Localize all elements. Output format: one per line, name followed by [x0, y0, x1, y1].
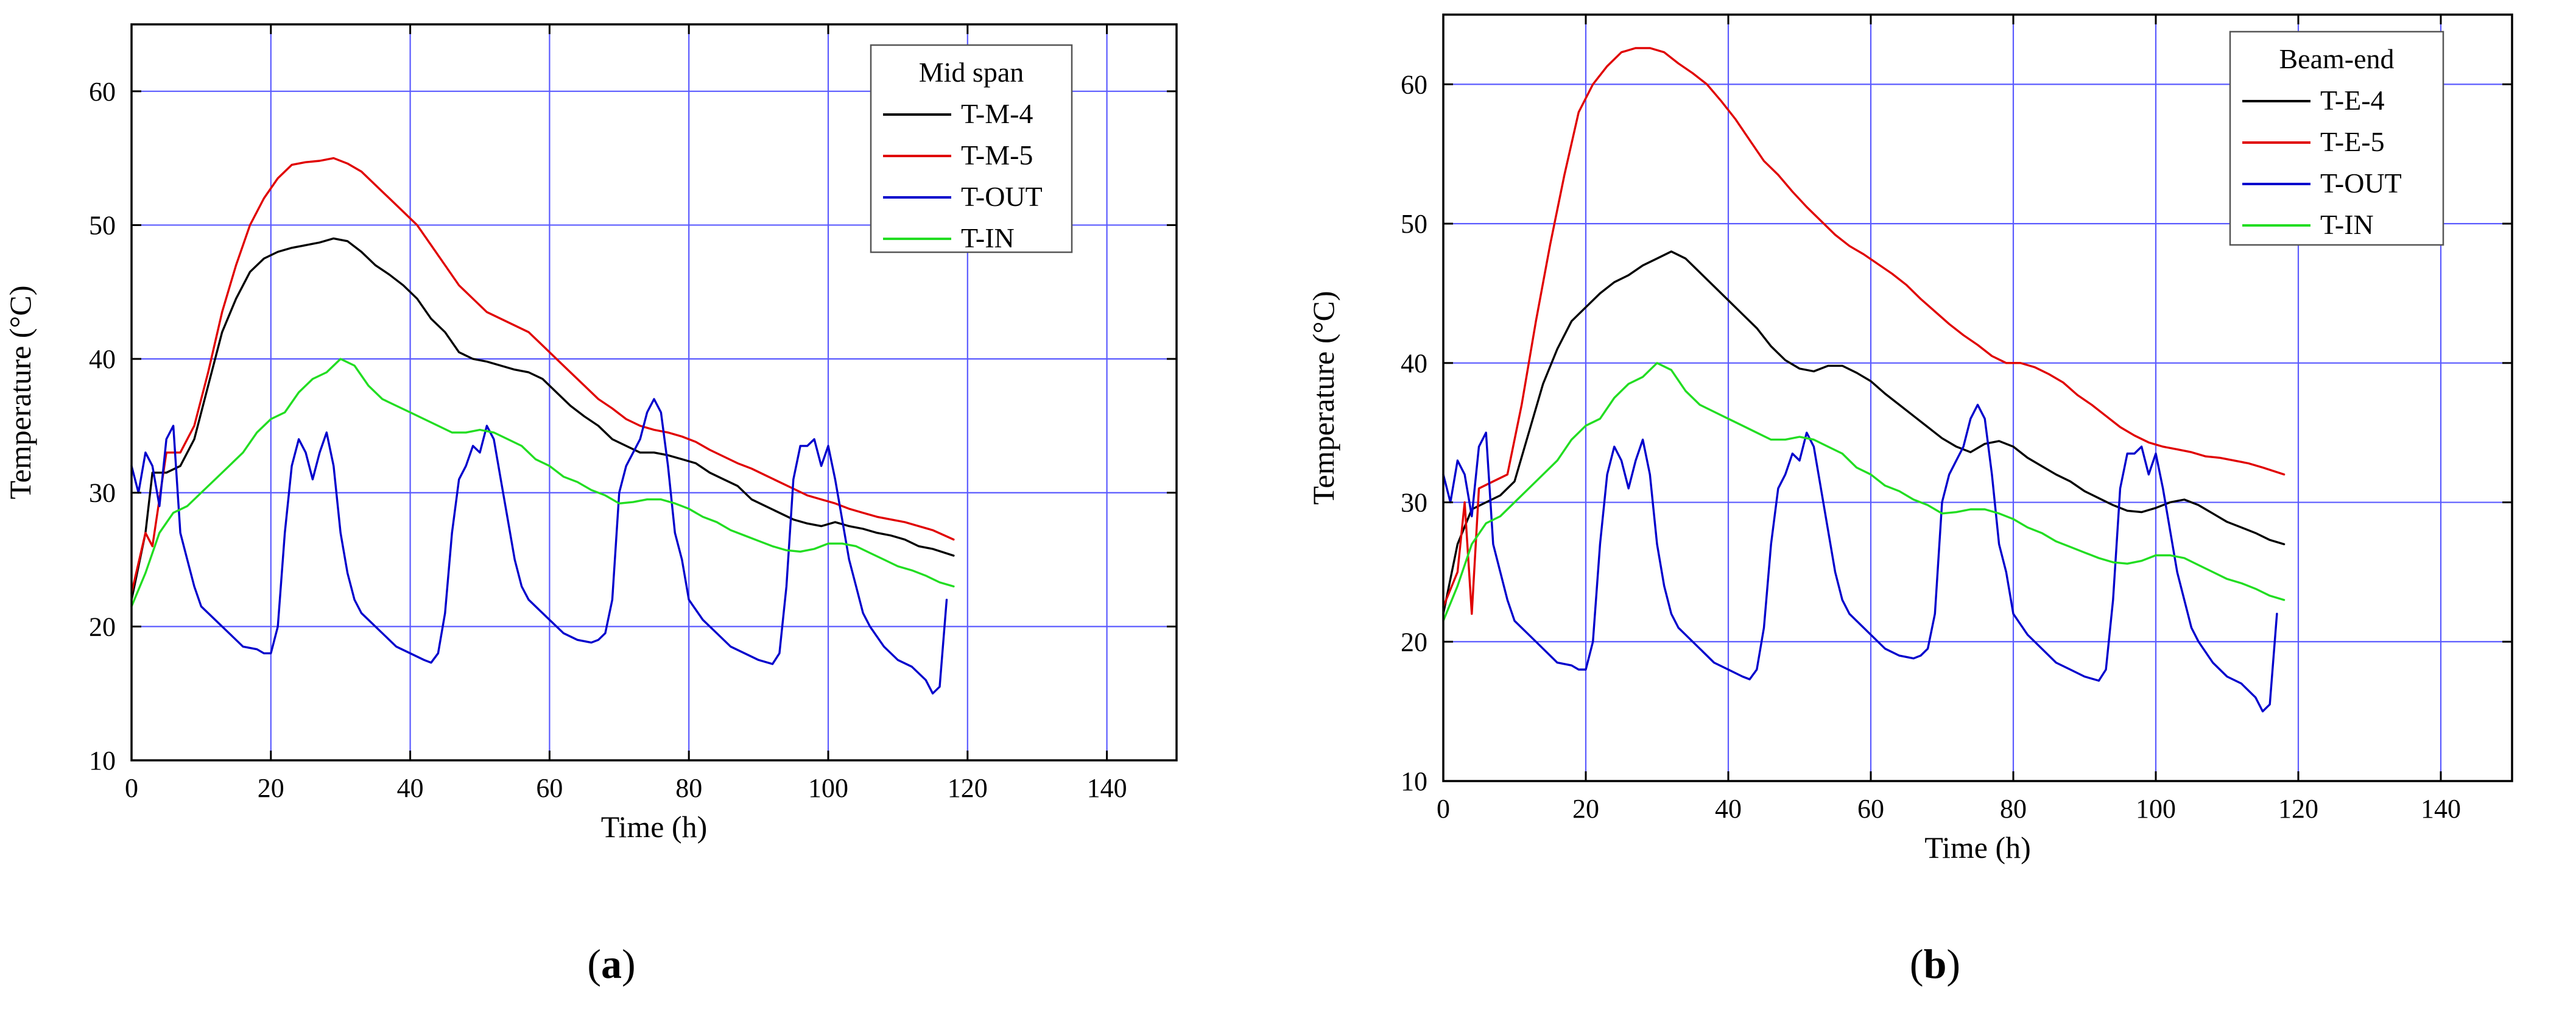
- y-tick-label: 40: [89, 344, 116, 374]
- legend-entry-label: T-IN: [961, 222, 1015, 253]
- legend-entry-label: T-OUT: [2320, 168, 2402, 199]
- legend-a: Mid span T-M-4 T-M-5 T-OUT T-IN: [870, 44, 1073, 253]
- legend-entry-label: T-M-4: [961, 98, 1033, 129]
- series-line-t-m-4: [130, 237, 955, 601]
- x-tick-label: 60: [536, 773, 563, 803]
- panel-b: 0 20 40 60 80 100 120 140 10 20 30 40 50 60 Time (h) Te…: [1306, 13, 2513, 987]
- legend-entry-label: T-E-4: [2320, 85, 2385, 116]
- legend-title: Beam-end: [2279, 43, 2394, 74]
- y-tick-label: 30: [1401, 488, 1427, 518]
- legend-entry-label: T-M-5: [961, 140, 1033, 171]
- y-tick-label: 10: [1401, 766, 1427, 796]
- y-tick-label: 60: [89, 77, 116, 107]
- y-tick-label: 50: [89, 210, 116, 240]
- panel-label: (b): [1910, 941, 1960, 987]
- series-line-t-e-4: [1442, 250, 2286, 615]
- y-tick-label: 20: [89, 612, 116, 642]
- y-tick-label: 50: [1401, 209, 1427, 239]
- x-tick-label: 20: [258, 773, 284, 803]
- x-tick-label: 80: [2000, 794, 2027, 824]
- legend-box: [2229, 30, 2444, 246]
- x-axis-label: Time (h): [601, 810, 708, 844]
- legend-title: Mid span: [919, 57, 1024, 88]
- x-tick-label: 0: [125, 773, 138, 803]
- y-tick-label: 30: [89, 478, 116, 508]
- legend-b: Beam-end T-E-4 T-E-5 T-OUT T-IN: [2229, 30, 2444, 246]
- y-axis-label: Temperature (°C): [3, 285, 37, 499]
- series-line-t-out: [130, 398, 948, 695]
- panel-a: 0 20 40 60 80 100 120 140 10 20 30 40 50 60 Time (h) Te…: [3, 23, 1178, 987]
- x-tick-label: 40: [397, 773, 424, 803]
- series-line-t-m-5: [130, 157, 955, 595]
- x-tick-label: 100: [808, 773, 848, 803]
- panel-letter: a: [601, 941, 622, 987]
- x-tick-label: 120: [2278, 794, 2318, 824]
- y-tick-label: 40: [1401, 348, 1427, 378]
- y-tick-label: 60: [1401, 69, 1427, 99]
- series-line-t-in: [1442, 362, 2286, 622]
- x-tick-label: 140: [2421, 794, 2461, 824]
- x-tick-label: 0: [1437, 794, 1450, 824]
- series-line-t-e-5: [1442, 47, 2286, 615]
- y-axis-label: Temperature (°C): [1306, 291, 1340, 504]
- x-tick-label: 40: [1715, 794, 1742, 824]
- legend-box: [870, 44, 1073, 253]
- series-line-t-out: [1442, 403, 2278, 713]
- legend-entry-label: T-OUT: [961, 181, 1043, 212]
- series-line-t-in: [130, 358, 955, 608]
- x-tick-label: 20: [1572, 794, 1599, 824]
- x-tick-label: 80: [675, 773, 702, 803]
- y-tick-label: 10: [89, 746, 116, 776]
- x-tick-label: 60: [1857, 794, 1884, 824]
- x-tick-label: 140: [1087, 773, 1127, 803]
- panel-letter: b: [1924, 941, 1947, 987]
- x-tick-label: 100: [2136, 794, 2176, 824]
- panel-label: (a): [587, 941, 635, 987]
- x-axis-label: Time (h): [1924, 830, 2031, 865]
- y-tick-label: 20: [1401, 627, 1427, 657]
- legend-entry-label: T-IN: [2320, 209, 2374, 240]
- plot-frame: [1442, 13, 2513, 782]
- x-tick-label: 120: [948, 773, 988, 803]
- plot-frame: [130, 23, 1178, 762]
- legend-entry-label: T-E-5: [2320, 126, 2385, 157]
